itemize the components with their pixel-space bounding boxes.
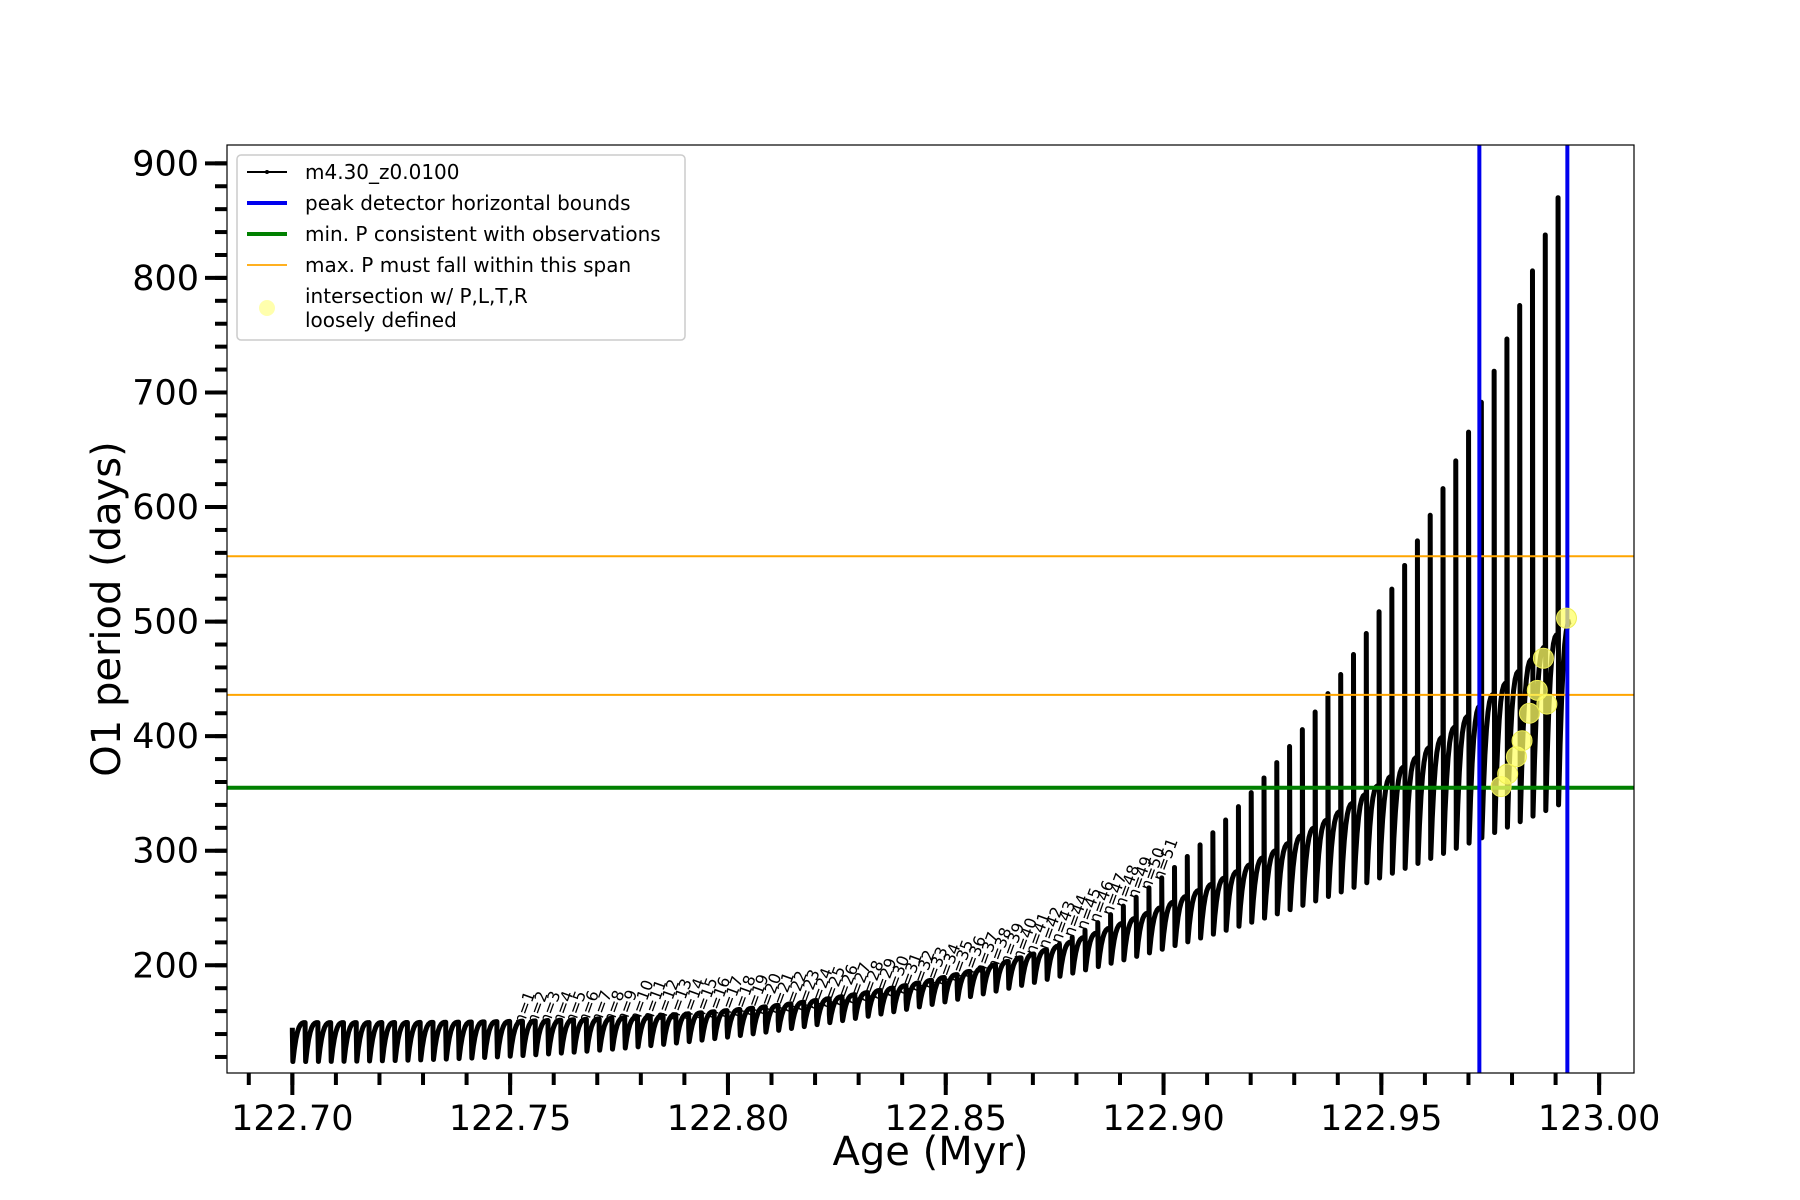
legend-label: m4.30_z0.0100 [305, 160, 460, 184]
x-tick-label: 122.95 [1320, 1099, 1442, 1139]
y-tick-label: 900 [132, 144, 199, 184]
legend-label: min. P consistent with observations [305, 222, 661, 246]
x-tick-label: 123.00 [1538, 1099, 1660, 1139]
y-tick-label: 300 [132, 832, 199, 872]
legend-swatch-dot [265, 170, 269, 174]
intersection-marker [1518, 702, 1540, 724]
axes-layer: 200 300 400 500 600 700 800 900 122.70 122.75 122.… [84, 144, 1660, 1175]
intersection-marker [1532, 647, 1554, 669]
legend-label: intersection w/ P,L,T,R [305, 284, 528, 308]
data-layer: n=1n=2n=3n=4n=5n=6n=7n=8n=9n=10n=11n=12n… [227, 145, 1634, 1073]
y-tick-label: 400 [132, 717, 199, 757]
y-tick-label: 500 [132, 603, 199, 643]
legend-swatch-marker [259, 300, 275, 316]
intersection-marker [1536, 693, 1558, 715]
x-tick-label: 122.85 [885, 1099, 1007, 1139]
plot-frame [226, 144, 1635, 1074]
x-tick-label: 122.80 [667, 1099, 789, 1139]
intersection-marker [1555, 607, 1577, 629]
x-axis-title: Age (Myr) [833, 1129, 1029, 1175]
series-m4-30-z0-0100 [289, 195, 1572, 1065]
x-tick-label: 122.70 [231, 1099, 353, 1139]
y-tick-label: 200 [132, 946, 199, 986]
legend-label: loosely defined [305, 308, 457, 332]
x-tick-label: 122.90 [1102, 1099, 1224, 1139]
legend-box [236, 154, 686, 341]
intersection-marker [1511, 730, 1533, 752]
legend-label: peak detector horizontal bounds [305, 191, 631, 215]
intersection-marker [1497, 763, 1519, 785]
legend-label: max. P must fall within this span [305, 253, 631, 277]
y-tick-label: 700 [132, 373, 199, 413]
y-tick-label: 800 [132, 259, 199, 299]
y-tick-label: 600 [132, 488, 199, 528]
x-tick-label: 122.75 [449, 1099, 571, 1139]
y-axis-title: O1 period (days) [84, 441, 130, 776]
